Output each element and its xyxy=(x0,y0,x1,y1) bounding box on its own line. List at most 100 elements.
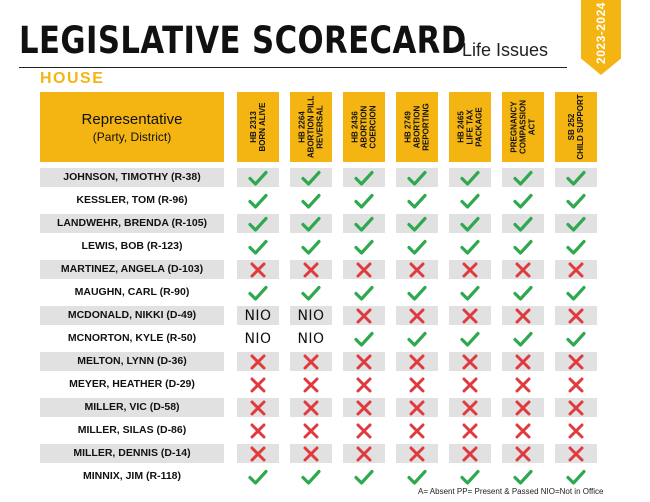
bill-number: HB 2436 xyxy=(350,111,360,143)
title-divider xyxy=(19,67,567,68)
not-in-office-label: NIO xyxy=(297,307,325,324)
check-icon xyxy=(290,237,332,256)
scorecard-title: LEGISLATIVE SCORECARD xyxy=(19,19,467,62)
bill-column-header: HB 2465 LIFE TAX PACKAGE xyxy=(449,92,491,162)
check-icon xyxy=(555,237,597,256)
representative-name: MILLER, VIC (D-58) xyxy=(40,398,224,417)
check-icon xyxy=(502,191,544,210)
bill-header-text: HB 2749 ABORTION REPORTING xyxy=(404,94,431,160)
vote-status-text: NIO xyxy=(290,329,332,348)
bill-header-text: HB 2465 LIFE TAX PACKAGE xyxy=(457,94,484,160)
cross-icon xyxy=(396,444,438,463)
representative-name: LEWIS, BOB (R-123) xyxy=(81,240,183,252)
check-icon xyxy=(555,214,597,233)
representative-name: MELTON, LYNN (D-36) xyxy=(40,352,224,371)
representative-header-subtitle: (Party, District) xyxy=(92,129,172,144)
legend-note: A= Absent PP= Present & Passed NIO=Not i… xyxy=(418,487,604,496)
cross-icon xyxy=(290,260,332,279)
check-icon xyxy=(290,191,332,210)
bill-name: ABORTION PILL REVERSAL xyxy=(306,95,325,159)
check-icon xyxy=(449,237,491,256)
check-icon xyxy=(343,329,385,348)
cross-icon xyxy=(555,444,597,463)
check-icon xyxy=(502,467,544,486)
check-icon xyxy=(237,168,279,187)
bill-name: CHILD SUPPORT xyxy=(576,94,585,160)
cross-icon xyxy=(449,421,491,440)
cross-icon xyxy=(237,398,279,417)
check-icon xyxy=(555,283,597,302)
cross-icon xyxy=(237,260,279,279)
representative-name: MEYER, HEATHER (D-29) xyxy=(69,378,195,390)
cross-icon xyxy=(290,444,332,463)
cross-icon xyxy=(555,352,597,371)
cross-icon xyxy=(343,444,385,463)
cross-icon xyxy=(343,306,385,325)
check-icon xyxy=(502,283,544,302)
vote-status-text: NIO xyxy=(290,306,332,325)
bill-column-header: SB 252 CHILD SUPPORT xyxy=(555,92,597,162)
check-icon xyxy=(237,467,279,486)
check-icon xyxy=(555,168,597,187)
cross-icon xyxy=(343,375,385,394)
check-icon xyxy=(396,467,438,486)
cross-icon xyxy=(343,352,385,371)
cross-icon xyxy=(502,306,544,325)
cross-icon xyxy=(237,444,279,463)
cross-icon xyxy=(396,398,438,417)
bill-number: HB 2264 xyxy=(297,111,307,143)
representative-name: MILLER, SILAS (D-86) xyxy=(77,424,187,436)
bill-number: SB 252 xyxy=(567,113,576,141)
bill-name: ABORTION COERCION xyxy=(359,105,378,149)
cross-icon xyxy=(237,375,279,394)
check-icon xyxy=(555,467,597,486)
cross-icon xyxy=(290,352,332,371)
check-icon xyxy=(290,168,332,187)
check-icon xyxy=(555,191,597,210)
cross-icon xyxy=(290,421,332,440)
cross-icon xyxy=(502,421,544,440)
year-ribbon: 2023-2024 xyxy=(581,0,621,75)
check-icon xyxy=(290,214,332,233)
check-icon xyxy=(343,237,385,256)
bill-header-text: SB 252 CHILD SUPPORT xyxy=(567,94,585,160)
not-in-office-label: NIO xyxy=(244,330,272,347)
bill-column-header: HB 2264 ABORTION PILL REVERSAL xyxy=(290,92,332,162)
check-icon xyxy=(237,214,279,233)
cross-icon xyxy=(290,398,332,417)
not-in-office-label: NIO xyxy=(244,307,272,324)
bill-column-header: HB 2313 BORN ALIVE xyxy=(237,92,279,162)
bill-header-text: PREGNANCY COMPASSION ACT xyxy=(510,94,537,160)
check-icon xyxy=(396,329,438,348)
bill-column-header: HB 2436 ABORTION COERCION xyxy=(343,92,385,162)
representative-column-header: Representative (Party, District) xyxy=(40,92,224,162)
representative-name: LANDWEHR, BRENDA (R-105) xyxy=(40,214,224,233)
check-icon xyxy=(555,329,597,348)
representative-name: MCNORTON, KYLE (R-50) xyxy=(67,332,197,344)
cross-icon xyxy=(343,398,385,417)
check-icon xyxy=(502,329,544,348)
check-icon xyxy=(343,214,385,233)
check-icon xyxy=(396,283,438,302)
cross-icon xyxy=(555,421,597,440)
chamber-label: HOUSE xyxy=(40,70,105,87)
cross-icon xyxy=(396,306,438,325)
check-icon xyxy=(237,237,279,256)
cross-icon xyxy=(502,375,544,394)
cross-icon xyxy=(502,260,544,279)
bill-header-text: HB 2436 ABORTION COERCION xyxy=(351,94,378,160)
vote-status-text: NIO xyxy=(237,329,279,348)
cross-icon xyxy=(449,260,491,279)
check-icon xyxy=(343,191,385,210)
bill-column-header: HB 2749 ABORTION REPORTING xyxy=(396,92,438,162)
check-icon xyxy=(343,283,385,302)
cross-icon xyxy=(343,421,385,440)
check-icon xyxy=(237,191,279,210)
not-in-office-label: NIO xyxy=(297,330,325,347)
check-icon xyxy=(396,214,438,233)
check-icon xyxy=(396,237,438,256)
cross-icon xyxy=(449,444,491,463)
bill-header-text: HB 2313 BORN ALIVE xyxy=(249,94,267,160)
cross-icon xyxy=(555,306,597,325)
bill-name: LIFE TAX PACKAGE xyxy=(465,107,484,147)
